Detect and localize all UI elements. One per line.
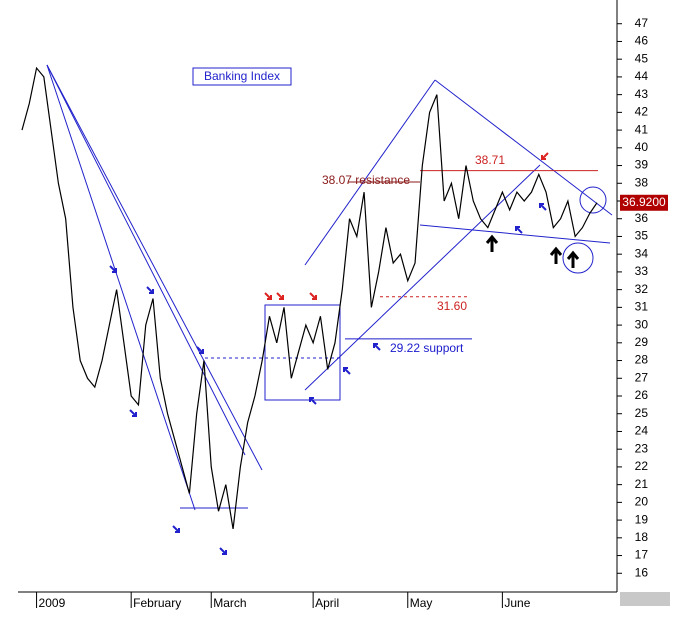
y-tick-label: 19 <box>635 512 649 526</box>
y-tick-label: 21 <box>635 477 649 491</box>
y-tick-label: 18 <box>635 530 649 544</box>
y-tick-label: 33 <box>635 264 649 278</box>
y-tick-label: 24 <box>635 424 649 438</box>
y-tick-label: 17 <box>635 548 649 562</box>
x-tick-label: 2009 <box>39 596 66 610</box>
last-price: 36.9200 <box>622 195 666 209</box>
y-tick-label: 22 <box>635 459 649 473</box>
y-tick-label: 40 <box>635 140 649 154</box>
y-tick-label: 26 <box>635 388 649 402</box>
y-tick-label: 30 <box>635 317 649 331</box>
price-line <box>21 66 598 530</box>
y-tick-label: 35 <box>635 229 649 243</box>
x-tick-label: April <box>315 596 339 610</box>
corner-box <box>620 592 670 606</box>
y-tick-label: 16 <box>635 565 649 579</box>
chart-title: Banking Index <box>204 69 280 83</box>
y-tick-label: 47 <box>635 16 649 30</box>
annotation: 29.22 support <box>390 341 464 355</box>
trend-lines <box>46 64 613 511</box>
x-tick-label: June <box>504 596 530 610</box>
annotation: 31.60 <box>437 299 467 313</box>
y-tick-label: 38 <box>635 175 649 189</box>
y-tick-label: 41 <box>635 122 649 136</box>
x-tick-label: May <box>410 596 433 610</box>
annotation: 38.07 resistance <box>322 173 410 187</box>
annotation: 38.71 <box>475 153 505 167</box>
y-tick-label: 20 <box>635 495 649 509</box>
y-tick-label: 39 <box>635 158 649 172</box>
x-tick-label: March <box>213 596 246 610</box>
x-tick-label: February <box>133 596 181 610</box>
y-tick-label: 45 <box>635 51 649 65</box>
y-tick-label: 43 <box>635 87 649 101</box>
y-tick-label: 46 <box>635 34 649 48</box>
y-tick-label: 23 <box>635 441 649 455</box>
title-box <box>192 67 292 86</box>
y-tick-label: 34 <box>635 246 649 260</box>
y-tick-label: 25 <box>635 406 649 420</box>
y-tick-label: 32 <box>635 282 649 296</box>
arrows <box>109 152 580 555</box>
last-price-box <box>620 194 668 211</box>
y-tick-label: 28 <box>635 353 649 367</box>
y-tick-label: 36 <box>635 211 649 225</box>
y-tick-label: 44 <box>635 69 649 83</box>
y-tick-label: 31 <box>635 300 649 314</box>
y-tick-label: 29 <box>635 335 649 349</box>
y-tick-label: 27 <box>635 370 649 384</box>
y-tick-label: 42 <box>635 105 649 119</box>
